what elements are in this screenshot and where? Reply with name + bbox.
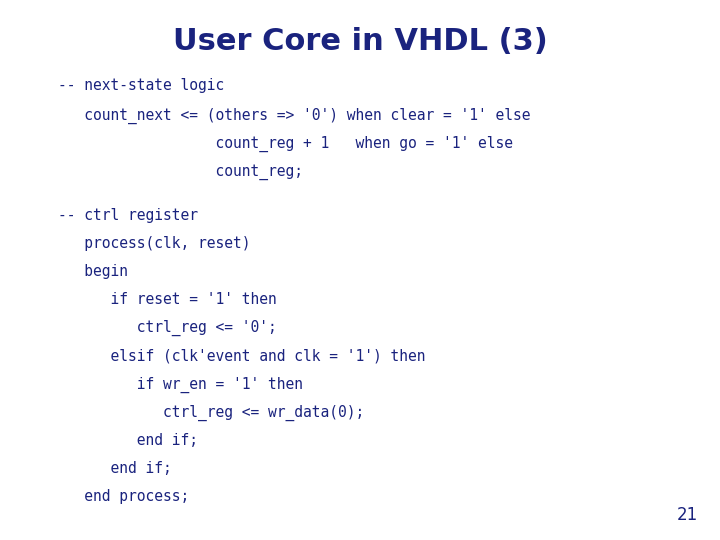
Text: process(clk, reset): process(clk, reset) bbox=[58, 236, 250, 251]
Text: -- ctrl register: -- ctrl register bbox=[58, 208, 197, 223]
Text: end if;: end if; bbox=[58, 461, 171, 476]
Text: end process;: end process; bbox=[58, 489, 189, 504]
Text: if wr_en = '1' then: if wr_en = '1' then bbox=[58, 376, 302, 393]
Text: count_next <= (others => '0') when clear = '1' else: count_next <= (others => '0') when clear… bbox=[58, 108, 530, 124]
Text: elsif (clk'event and clk = '1') then: elsif (clk'event and clk = '1') then bbox=[58, 348, 425, 363]
Text: User Core in VHDL (3): User Core in VHDL (3) bbox=[173, 27, 547, 56]
Text: ctrl_reg <= '0';: ctrl_reg <= '0'; bbox=[58, 320, 276, 336]
Text: begin: begin bbox=[58, 264, 127, 279]
Text: -- next-state logic: -- next-state logic bbox=[58, 78, 224, 93]
Text: end if;: end if; bbox=[58, 433, 197, 448]
Text: count_reg;: count_reg; bbox=[58, 164, 302, 180]
Text: 21: 21 bbox=[677, 506, 698, 524]
Text: ctrl_reg <= wr_data(0);: ctrl_reg <= wr_data(0); bbox=[58, 404, 364, 421]
Text: count_reg + 1   when go = '1' else: count_reg + 1 when go = '1' else bbox=[58, 136, 513, 152]
Text: if reset = '1' then: if reset = '1' then bbox=[58, 292, 276, 307]
